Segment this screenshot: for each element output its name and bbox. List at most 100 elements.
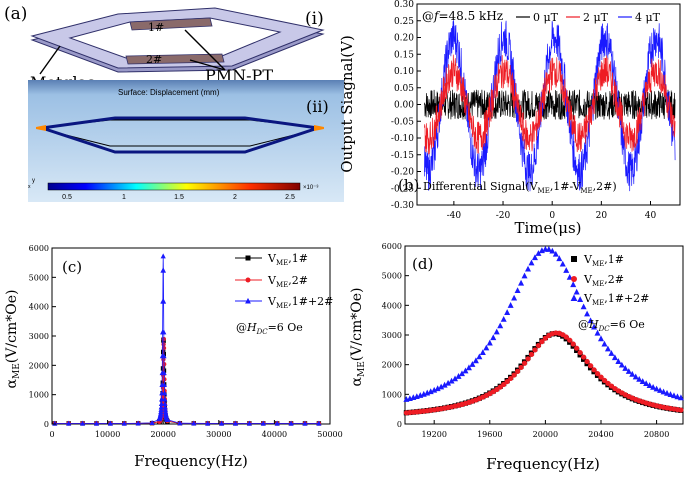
y-tick-label: 0.30 — [394, 0, 414, 10]
data-point — [594, 329, 601, 336]
y-tick-label: 2000 — [382, 361, 402, 370]
data-point — [162, 396, 168, 402]
data-point — [504, 378, 510, 385]
data-point — [514, 368, 521, 374]
data-point — [445, 379, 452, 386]
panel-b-label: (b) — [398, 176, 419, 194]
data-point — [162, 400, 168, 406]
data-point — [611, 354, 618, 361]
y-tick-label: 4000 — [382, 301, 402, 310]
data-point — [160, 298, 167, 304]
y-tick-label: 3000 — [29, 332, 49, 341]
data-point — [573, 288, 580, 295]
x-tick-label: 20000 — [533, 430, 558, 439]
x-tick-label: 0 — [549, 211, 555, 221]
panel-b-annotation: Differential Signal(VME,1#-VME,2#) — [423, 180, 617, 195]
data-point — [532, 347, 538, 353]
data-point — [660, 388, 667, 395]
data-point — [107, 420, 113, 426]
data-point — [597, 335, 604, 342]
data-point — [608, 350, 615, 356]
series-line-2-μT — [424, 54, 676, 155]
data-point — [511, 372, 517, 378]
x-tick-label: 0 — [49, 430, 54, 439]
axis-mark-y: y — [32, 178, 35, 184]
data-point — [587, 363, 594, 369]
y-tick-label: 1000 — [29, 391, 49, 400]
y-tick-label: 0.15 — [394, 50, 414, 60]
data-point — [650, 383, 657, 390]
plate-1-label: 1# — [148, 21, 164, 34]
data-point — [501, 381, 507, 388]
x-tick-label: -20 — [496, 211, 511, 221]
data-point — [556, 255, 563, 262]
data-point — [643, 380, 650, 387]
data-point — [316, 420, 322, 426]
data-point — [646, 382, 653, 388]
panel-d-plot-frame — [404, 245, 684, 425]
data-point — [535, 250, 542, 256]
data-point — [591, 323, 598, 330]
panel-b-ylabel: Output Siagnal(V) — [338, 35, 356, 173]
data-point — [587, 317, 594, 324]
data-point — [601, 377, 608, 383]
legend-label: VME,2# — [583, 273, 624, 288]
panel-d-series — [403, 245, 684, 416]
pmnpt-plate-1 — [129, 17, 213, 31]
panel-d-xlabel: Frequency(Hz) — [486, 455, 600, 473]
x-tick-label: 40 — [645, 211, 657, 221]
data-point — [601, 340, 608, 347]
data-point — [636, 375, 643, 382]
y-tick-label: 6000 — [29, 244, 49, 253]
y-tick-label: -0.15 — [391, 151, 414, 161]
metglas-pointer — [39, 45, 61, 75]
panel-a: (a) (i) 1# 2# Metglas PMN-PT — [4, 4, 344, 202]
panel-b-series — [424, 20, 676, 192]
panel-d-chart: 19200 19600 20000 20400 20800 0 1000 2000 3000 40… — [349, 242, 684, 473]
plate-2-label: 2# — [146, 53, 162, 66]
pmnpt-plate-2 — [125, 53, 225, 65]
data-point — [622, 365, 629, 371]
data-point — [161, 329, 167, 335]
panel-c-annotation: @HDC=6 Oe — [236, 321, 303, 336]
panel-d-legend: VME,1# VME,2# VME,1#+2# — [570, 253, 649, 307]
data-point — [615, 358, 622, 364]
panel-c-xlabel: Frequency(Hz) — [134, 452, 248, 470]
panel-c-chart: 0 10000 20000 30000 40000 50000 0 1000 2000 3000 4… — [4, 244, 343, 470]
y-tick-label: 0.20 — [394, 34, 414, 44]
deformed-frame — [36, 116, 324, 154]
panel-a-sub-ii: (ii) — [306, 97, 329, 116]
data-point — [121, 420, 127, 426]
series-line-4-μT — [424, 20, 676, 192]
legend-label: 4 μT — [635, 11, 661, 24]
data-point — [469, 361, 476, 367]
data-point — [584, 358, 590, 365]
panel-b-frequency: @f=48.5 kHz — [422, 9, 503, 23]
data-point — [160, 267, 166, 273]
metglas-frame-3d: 1# 2# — [30, 7, 325, 75]
data-point — [486, 339, 493, 346]
data-point — [288, 420, 294, 426]
data-point — [455, 373, 462, 379]
y-tick-label: 0.25 — [394, 17, 414, 27]
data-point — [79, 420, 86, 426]
x-tick-label: -40 — [447, 211, 462, 221]
legend-marker — [245, 255, 251, 261]
panel-c-ylabel: αME(V/cm*Oe) — [4, 290, 22, 389]
data-point — [563, 334, 569, 340]
panel-d-ylabel: αME(V/cm*Oe) — [349, 288, 367, 387]
data-point — [465, 364, 472, 371]
colorbar-ticks: 0.5 1 1.5 2 2.5 — [62, 194, 295, 201]
y-tick-label: 0.05 — [394, 84, 414, 94]
data-point — [493, 328, 500, 335]
colorbar-tick: 1.5 — [174, 194, 184, 201]
data-point — [563, 267, 570, 273]
data-point — [438, 383, 445, 390]
legend-label: VME,1# — [267, 252, 308, 267]
panel-b-legend: 0 μT 2 μT 4 μT — [516, 11, 661, 24]
data-point — [500, 316, 507, 322]
data-point — [518, 364, 524, 371]
y-tick-label: -0.10 — [391, 134, 414, 144]
data-point — [191, 420, 197, 426]
